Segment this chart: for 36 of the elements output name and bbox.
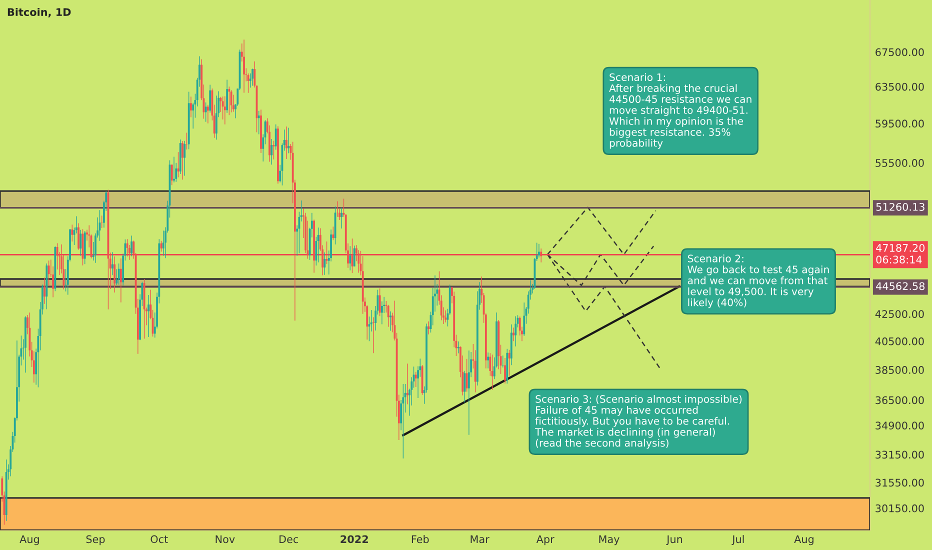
x-tick-label: Mar <box>470 535 490 544</box>
text: Bitcoin, 1D <box>8 8 71 18</box>
candlestick <box>444 310 447 323</box>
y-tick-label: 31550.00 <box>876 478 924 487</box>
x-tick-label: Sep <box>86 535 105 546</box>
y-tick-label: 30150.00 <box>876 504 924 512</box>
y-tick-label: 67500.00 <box>876 48 924 56</box>
x-tick-label: Oct <box>150 535 168 544</box>
x-tick-label: 2022 <box>340 535 368 544</box>
y-tick-label: 63500.00 <box>876 82 924 91</box>
y-tick-label: 33150.00 <box>876 450 924 459</box>
x-tick-label: Jul <box>732 535 744 546</box>
y-tick-label: 42500.00 <box>875 310 924 318</box>
ref-line-label: 47187.20 06:38:14 <box>876 244 925 264</box>
ref-line-label: 44562.58 <box>876 282 925 290</box>
y-tick-label: 59500.00 <box>876 120 924 128</box>
x-tick-label: Feb <box>412 535 429 544</box>
x-tick-label: Dec <box>280 535 298 544</box>
x-tick-label: Jun <box>666 535 682 546</box>
annotation: Scenario 1: After breaking the crucial 44500-45 resistance we can move straight to 49400-51. Which in my opinion is the biggest resistance. 35% probability <box>609 73 752 149</box>
candlestick <box>336 200 338 218</box>
candlestick <box>100 215 103 228</box>
annotation: Scenario 3: (Scenario almost impossible) Failure of 45 may have occurred fictitiously. But you have to be careful. The market is declining (in general) (read the second analysis) <box>535 395 742 449</box>
y-tick-label: 40500.00 <box>875 337 924 346</box>
x-tick-label: Nov <box>216 535 235 544</box>
x-tick-label: Aug <box>20 535 39 546</box>
y-tick-label: 36500.00 <box>876 396 924 404</box>
ref-line-label: 51260.13 <box>876 202 924 211</box>
y-tick-label: 55500.00 <box>876 159 924 167</box>
x-tick-label: Apr <box>536 535 554 546</box>
y-tick-label: 38500.00 <box>876 366 924 374</box>
x-tick-label: Aug <box>794 535 814 546</box>
annotation: Scenario 2: We go back to test 45 again and we can move from that level to 49,500. It is very likely (40%) <box>688 254 829 308</box>
y-tick-label: 34900.00 <box>876 422 924 430</box>
x-tick-label: May <box>599 535 620 546</box>
candlestick <box>186 132 188 150</box>
